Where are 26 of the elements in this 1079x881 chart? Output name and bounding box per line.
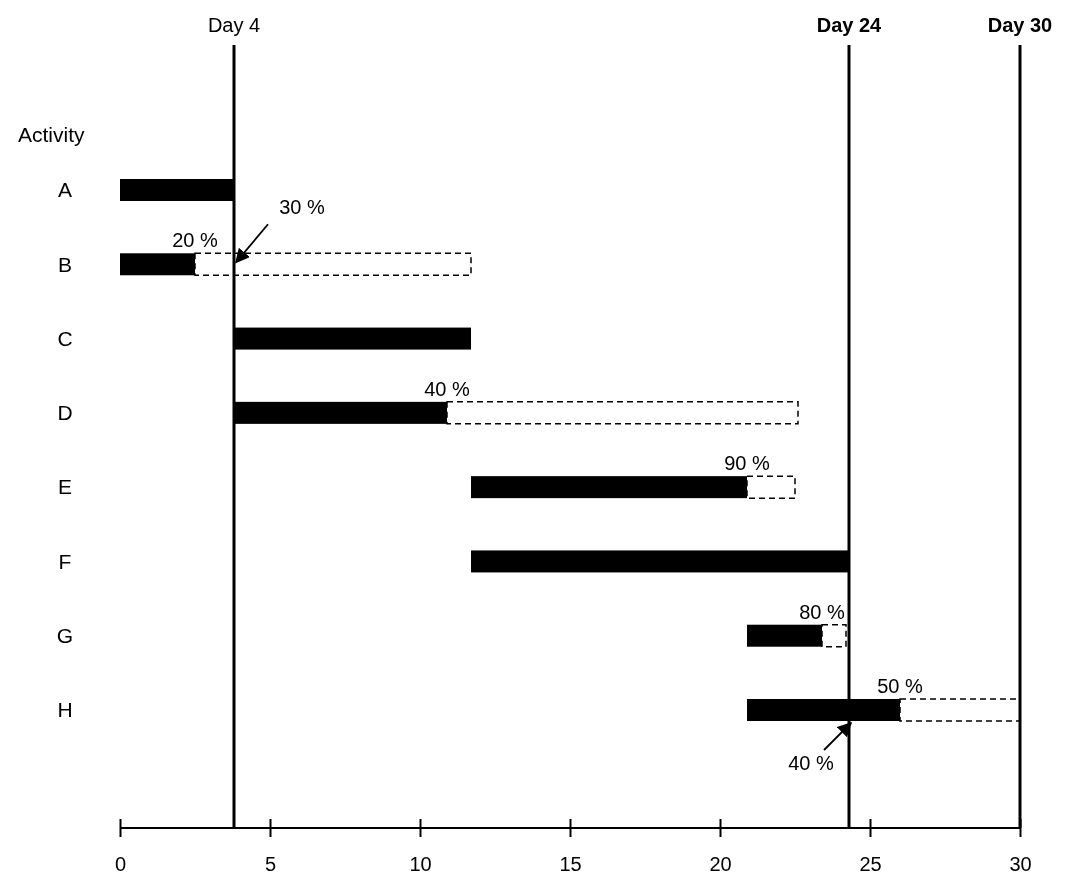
x-tick-label: 10 [409, 853, 432, 875]
x-tick-label: 15 [559, 853, 582, 875]
y-tick-label: A [57, 178, 73, 202]
annotation: 30 % [279, 196, 326, 219]
x-tick-label: 20 [709, 853, 732, 875]
annotation: 40 % [424, 377, 471, 400]
annotation: 90 % [724, 452, 771, 475]
x-tick-label: 25 [859, 853, 882, 875]
annotation: 20 % [172, 229, 219, 252]
ref-line-label: Day 4 [207, 14, 261, 36]
x-tick-label: 0 [114, 853, 127, 875]
annotation: 80 % [799, 600, 846, 623]
ref-line-label: Day 24 [816, 14, 883, 36]
y-axis-title: Activity [18, 123, 86, 146]
y-tick-label: C [57, 326, 73, 350]
ref-line-label: Day 30 [987, 14, 1053, 36]
x-tick-label: 5 [264, 853, 277, 875]
y-tick-label: G [56, 624, 74, 648]
y-tick-label: E [57, 475, 73, 499]
y-tick-label: B [57, 252, 73, 276]
x-tick-label: 30 [1009, 853, 1032, 875]
y-tick-label: D [57, 401, 73, 425]
y-tick-label: F [58, 549, 72, 573]
annotation: 50 % [877, 675, 924, 697]
annotation: 40 % [788, 752, 835, 774]
y-tick-label: H [57, 698, 73, 722]
